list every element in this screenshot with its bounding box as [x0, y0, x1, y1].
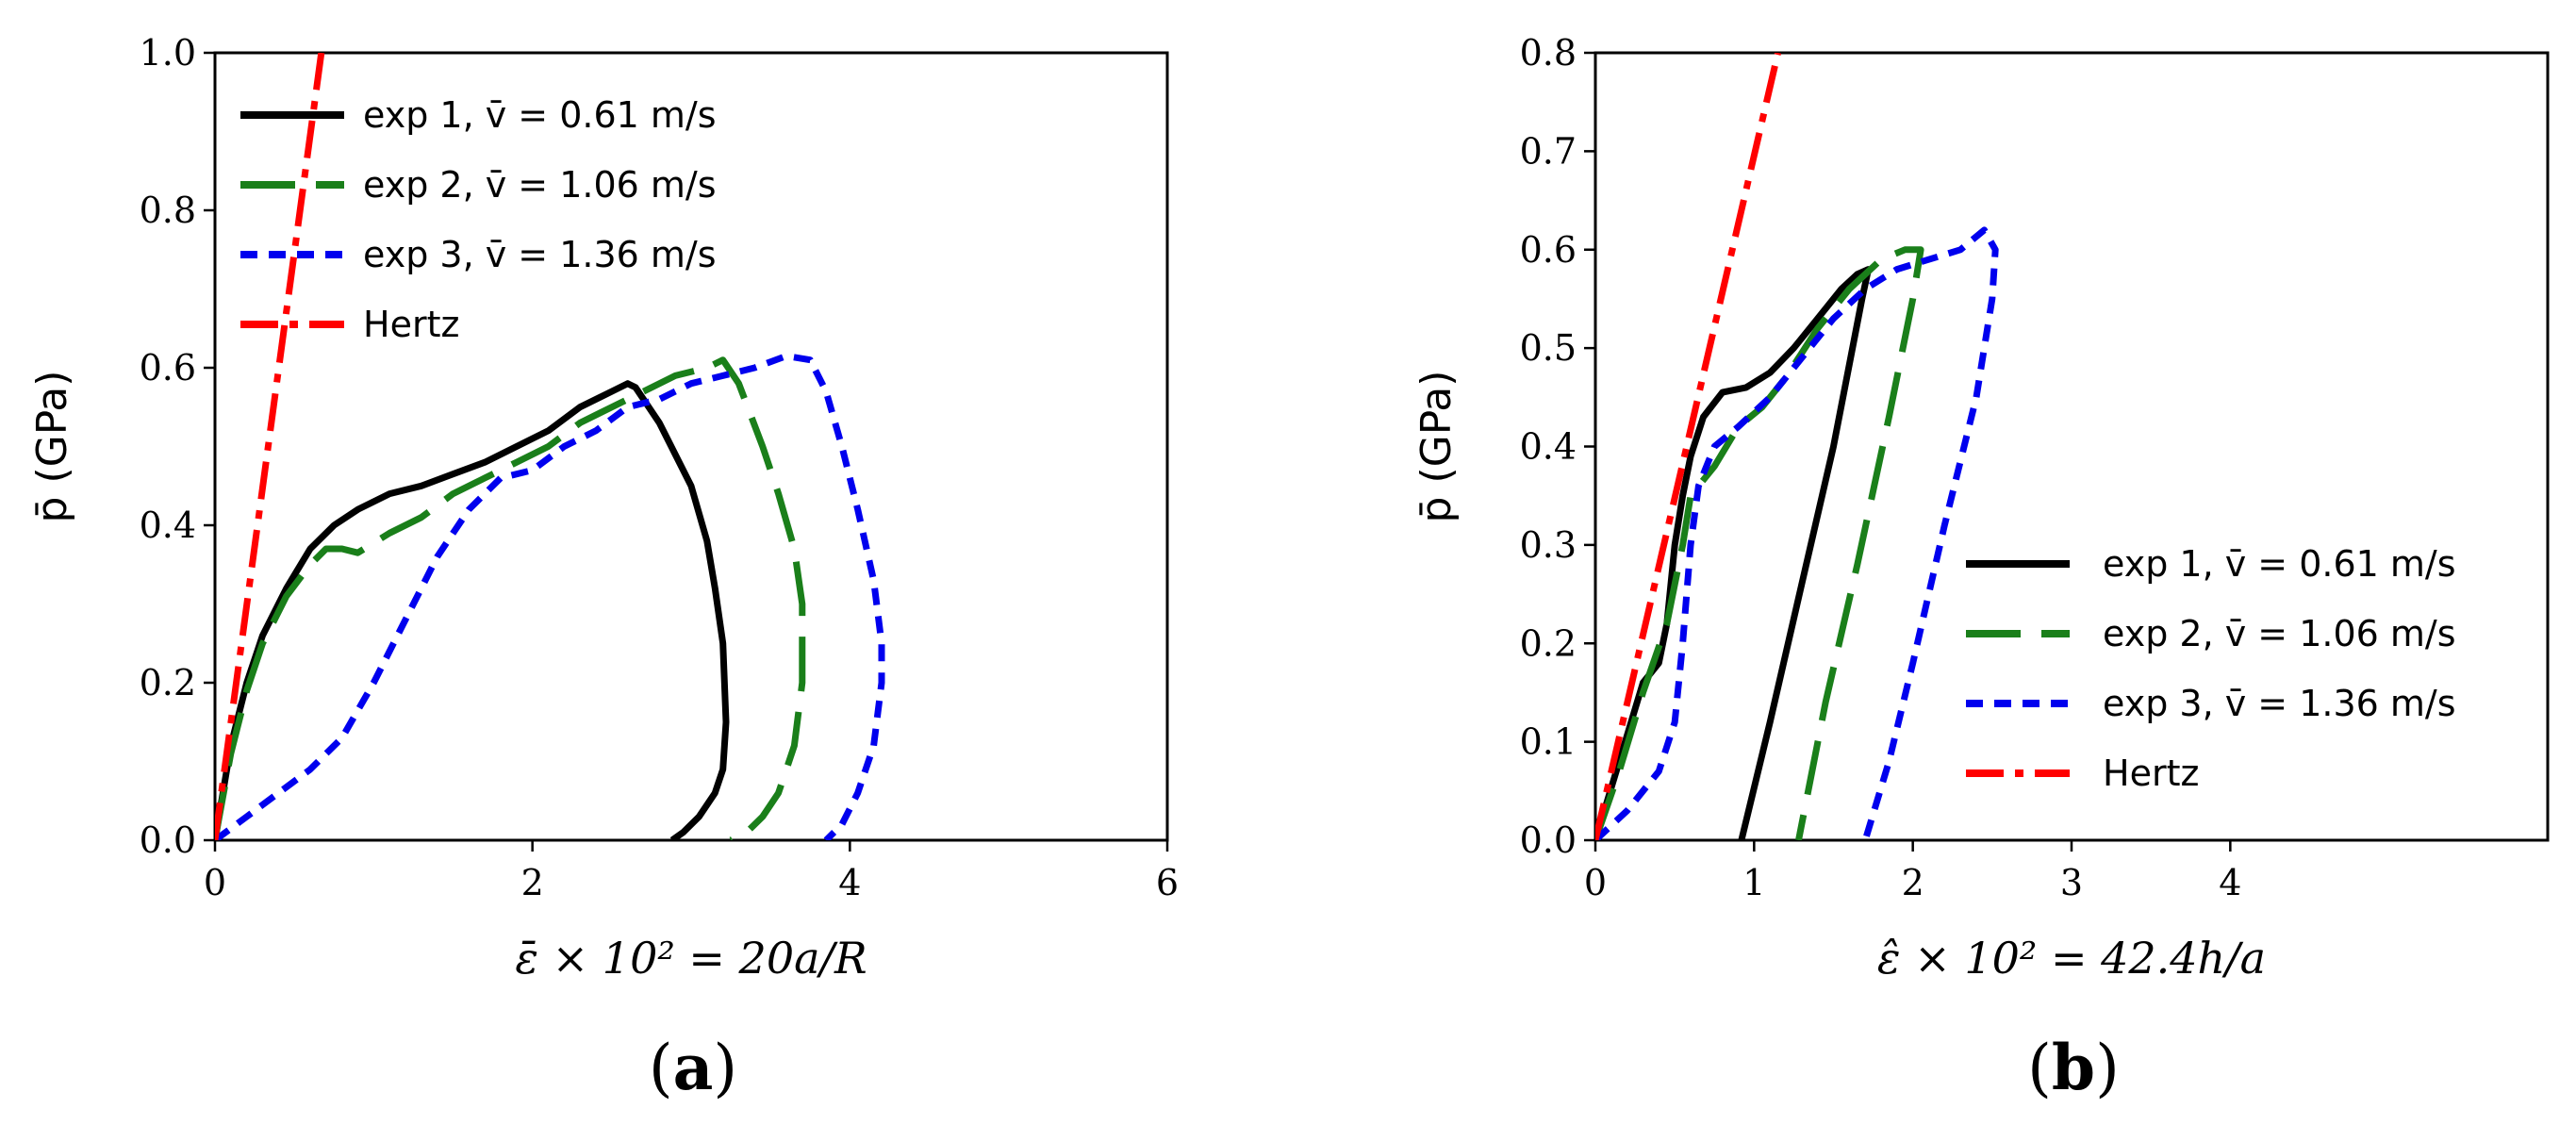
- series-line-b-3: [1595, 226, 1999, 840]
- series-line-a-1: [215, 380, 730, 840]
- panel-label-b: (b): [2027, 1031, 2120, 1104]
- panel-label-a: (a): [649, 1031, 737, 1104]
- x-tick-label-a-1: 2: [521, 862, 544, 903]
- y-tick-label-b-8: 0.8: [1520, 32, 1577, 74]
- legend-label-a-2: exp 2, v̄ = 1.06 m/s: [363, 164, 717, 206]
- series-line-a-2: [215, 356, 806, 840]
- y-tick-label-b-0: 0.0: [1520, 819, 1577, 861]
- legend-b: exp 1, v̄ = 0.61 m/s exp 2, v̄ = 1.06 m/s…: [1966, 543, 2456, 794]
- series-line-b-1: [1595, 266, 1872, 840]
- tick-group-b: 0 1 2 3 4 0.0 0.1 0.2 0.3 0.4 0.5 0.6 0.7 0.8: [1520, 32, 2242, 903]
- panel-letter-b: b: [2052, 1031, 2095, 1104]
- series-line-a-4: [215, 53, 325, 840]
- tick-group-a: 0 2 4 6 0.0 0.2 0.4 0.6 0.8 1.0: [140, 32, 1180, 903]
- x-axis-label-b: ε̂ × 10² = 42.4h/a: [1877, 933, 2266, 984]
- legend-label-b-2: exp 2, v̄ = 1.06 m/s: [2103, 613, 2456, 654]
- y-tick-label-a-0: 0.0: [140, 819, 196, 861]
- panel-a: 0 2 4 6 0.0 0.2 0.4 0.6 0.8 1.0 exp 1, v̄ = 0.61 …: [28, 32, 1179, 1104]
- x-tick-label-a-0: 0: [204, 862, 226, 903]
- series-group-b: [1595, 53, 1999, 840]
- legend-a: exp 1, v̄ = 0.61 m/s exp 2, v̄ = 1.06 m/s…: [240, 94, 717, 345]
- legend-label-b-3: exp 3, v̄ = 1.36 m/s: [2103, 683, 2456, 724]
- legend-label-a-1: exp 1, v̄ = 0.61 m/s: [363, 94, 717, 136]
- y-tick-label-b-1: 0.1: [1520, 721, 1577, 763]
- panel-b: 0 1 2 3 4 0.0 0.1 0.2 0.3 0.4 0.5 0.6 0.7 0.8 exp 1, …: [1412, 32, 2550, 1104]
- y-tick-label-b-3: 0.3: [1520, 524, 1577, 566]
- y-tick-label-a-1: 0.2: [140, 662, 196, 703]
- x-tick-label-b-0: 0: [1584, 862, 1607, 903]
- y-tick-label-b-4: 0.4: [1520, 426, 1577, 468]
- series-line-a-3: [215, 353, 885, 840]
- x-tick-label-b-3: 3: [2060, 862, 2083, 903]
- y-tick-label-b-2: 0.2: [1520, 622, 1577, 664]
- x-tick-label-b-4: 4: [2219, 862, 2241, 903]
- series-group-a: [215, 53, 885, 840]
- legend-label-b-4: Hertz: [2103, 753, 2199, 794]
- legend-label-b-1: exp 1, v̄ = 0.61 m/s: [2103, 543, 2456, 585]
- y-tick-label-b-6: 0.6: [1520, 229, 1577, 271]
- y-tick-label-a-3: 0.6: [140, 347, 196, 389]
- series-line-b-2: [1595, 246, 1924, 840]
- series-line-b-4: [1595, 53, 1782, 840]
- axes-frame-a: [213, 51, 1169, 842]
- x-tick-label-a-3: 6: [1156, 862, 1179, 903]
- legend-label-a-3: exp 3, v̄ = 1.36 m/s: [363, 234, 717, 275]
- y-axis-label-b: p̄ (GPa): [1412, 371, 1461, 523]
- y-tick-label-b-7: 0.7: [1520, 130, 1577, 172]
- x-tick-label-b-1: 1: [1742, 862, 1765, 903]
- y-tick-label-a-2: 0.4: [140, 505, 196, 546]
- panel-letter-a: a: [673, 1031, 714, 1104]
- y-tick-label-a-5: 1.0: [140, 32, 196, 74]
- x-tick-label-b-2: 2: [1902, 862, 1924, 903]
- y-tick-label-b-5: 0.5: [1520, 327, 1577, 369]
- y-axis-label-a: p̄ (GPa): [28, 371, 76, 523]
- y-tick-label-a-4: 0.8: [140, 190, 196, 231]
- x-axis-label-a: ε̄ × 10² = 20a/R: [515, 933, 867, 984]
- x-tick-label-a-2: 4: [838, 862, 861, 903]
- legend-label-a-4: Hertz: [363, 304, 459, 345]
